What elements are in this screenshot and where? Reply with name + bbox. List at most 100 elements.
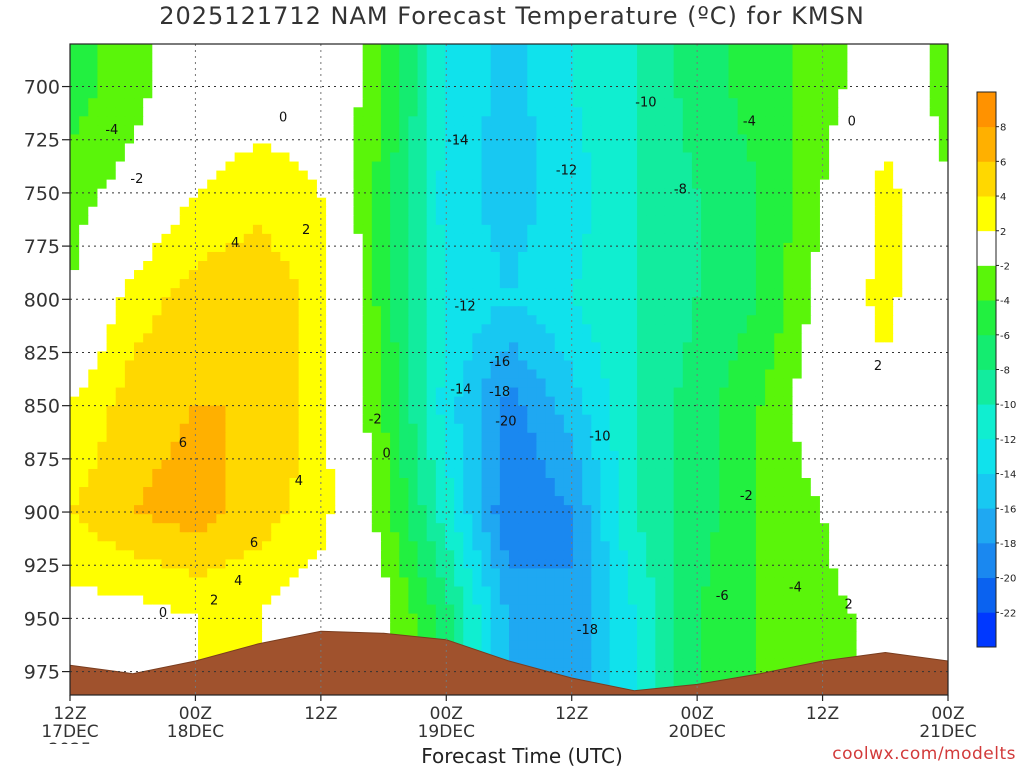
temperature-cell [819, 288, 830, 298]
temperature-cell [911, 459, 922, 470]
temperature-cell [435, 432, 446, 443]
temperature-cell [188, 53, 199, 63]
temperature-cell [838, 478, 848, 488]
temperature-cell [536, 315, 547, 325]
temperature-cell [929, 387, 940, 398]
temperature-cell [783, 270, 794, 280]
temperature-cell [390, 53, 400, 63]
temperature-cell [106, 423, 117, 434]
temperature-cell [280, 496, 291, 506]
temperature-cell [262, 116, 272, 126]
temperature-cell [88, 98, 99, 108]
temperature-cell [527, 188, 538, 199]
temperature-cell [444, 116, 455, 126]
temperature-cell [353, 224, 364, 235]
temperature-cell [371, 405, 382, 416]
temperature-cell [362, 459, 373, 470]
temperature-cell [847, 387, 858, 398]
temperature-cell [417, 188, 428, 199]
temperature-cell [79, 71, 89, 81]
temperature-cell [271, 306, 281, 316]
temperature-cell [216, 297, 227, 307]
temperature-cell [591, 215, 602, 226]
temperature-cell [161, 251, 172, 262]
temperature-cell [79, 206, 89, 217]
temperature-cell [481, 369, 492, 380]
temperature-cell [316, 224, 327, 235]
temperature-cell [838, 188, 848, 199]
temperature-cell [682, 116, 693, 126]
temperature-cell [243, 242, 254, 253]
temperature-cell [563, 261, 574, 271]
temperature-cell [737, 170, 748, 181]
temperature-cell [783, 360, 794, 371]
temperature-cell [746, 179, 757, 190]
temperature-cell [170, 116, 181, 126]
temperature-cell [380, 396, 391, 407]
temperature-cell [390, 89, 400, 99]
temperature-cell [728, 188, 739, 199]
temperature-cell [774, 378, 784, 389]
temperature-cell [792, 487, 803, 497]
temperature-cell [481, 224, 492, 235]
temperature-cell [728, 405, 739, 416]
temperature-cell [298, 89, 309, 99]
temperature-cell [115, 71, 126, 81]
temperature-cell [847, 242, 858, 253]
temperature-cell [691, 487, 702, 497]
temperature-cell [600, 468, 611, 479]
temperature-cell [390, 342, 400, 353]
temperature-cell [124, 450, 135, 461]
temperature-cell [682, 161, 693, 172]
temperature-cell [938, 197, 948, 208]
temperature-cell [755, 152, 766, 163]
temperature-cell [426, 468, 437, 479]
temperature-cell [710, 233, 720, 244]
temperature-cell [252, 125, 263, 136]
temperature-cell [737, 306, 748, 316]
temperature-cell [563, 396, 574, 407]
temperature-cell [682, 478, 693, 488]
temperature-cell [243, 414, 254, 425]
temperature-cell [207, 161, 217, 172]
temperature-cell [682, 80, 693, 90]
temperature-cell [79, 188, 89, 199]
temperature-cell [847, 233, 858, 244]
temperature-cell [874, 152, 885, 163]
temperature-cell [883, 62, 894, 72]
temperature-cell [509, 98, 519, 108]
temperature-cell [591, 432, 602, 443]
temperature-cell [591, 333, 602, 343]
temperature-cell [243, 143, 254, 154]
temperature-cell [335, 44, 345, 54]
temperature-cell [344, 496, 355, 506]
temperature-cell [518, 242, 528, 253]
temperature-cell [801, 143, 812, 154]
temperature-cell [307, 206, 318, 217]
temperature-cell [79, 459, 89, 470]
temperature-cell [664, 152, 675, 163]
temperature-cell [801, 324, 812, 334]
temperature-cell [810, 53, 821, 63]
temperature-cell [298, 459, 309, 470]
temperature-cell [207, 459, 217, 470]
temperature-cell [600, 459, 611, 470]
temperature-cell [106, 107, 117, 117]
temperature-cell [161, 242, 172, 253]
temperature-cell [691, 261, 702, 271]
temperature-cell [97, 242, 108, 253]
temperature-cell [838, 242, 848, 253]
temperature-cell [701, 351, 711, 362]
temperature-cell [673, 71, 684, 81]
temperature-cell [472, 288, 483, 298]
temperature-cell [874, 414, 885, 425]
temperature-cell [728, 206, 739, 217]
temperature-cell [618, 459, 629, 470]
temperature-cell [134, 215, 144, 226]
temperature-cell [783, 351, 794, 362]
temperature-cell [902, 324, 913, 334]
temperature-cell [655, 279, 666, 289]
temperature-cell [929, 179, 940, 190]
temperature-cell [179, 450, 190, 461]
temperature-cell [490, 215, 501, 226]
